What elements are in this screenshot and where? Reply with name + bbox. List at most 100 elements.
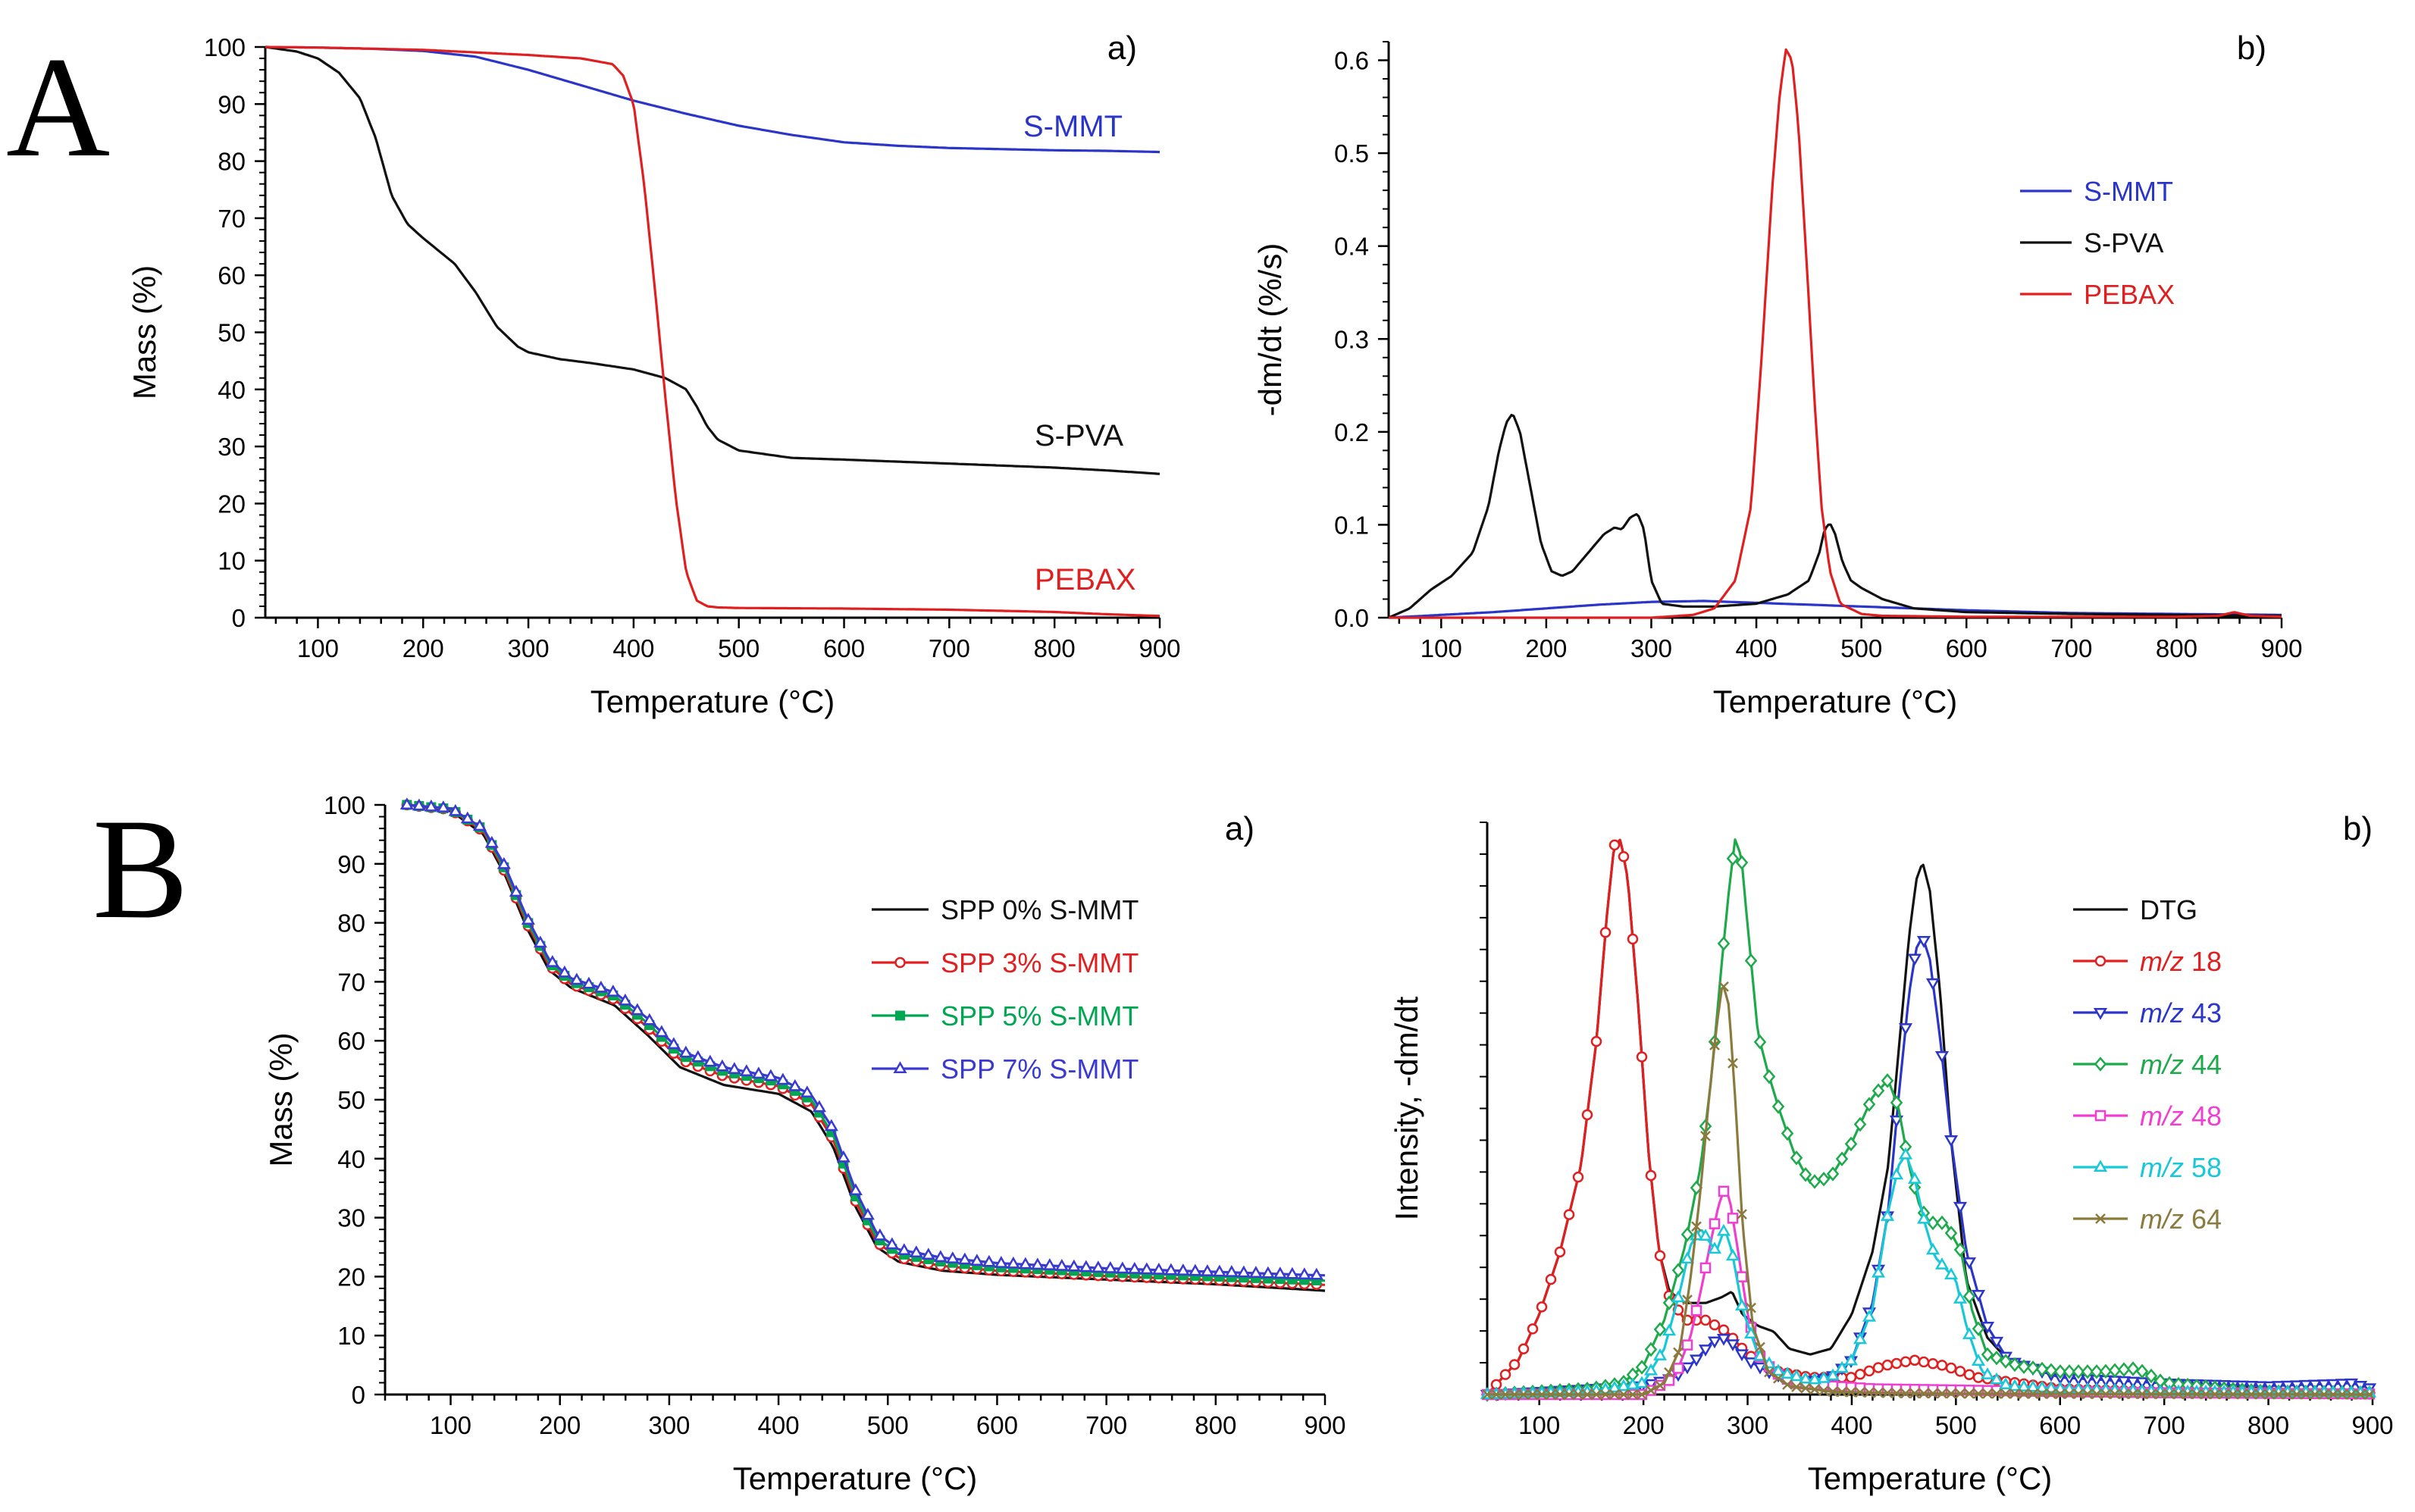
legend-marker: [894, 956, 906, 969]
series-line-s-pva: [1388, 414, 2282, 619]
data-point-m-z-18: [1845, 1372, 1857, 1383]
data-point-m-z-64: [2064, 1388, 2075, 1400]
data-point-m-z-58: [2016, 1379, 2031, 1391]
data-point-m-z-18: [1854, 1369, 1866, 1380]
data-point-m-z-64: [1882, 1388, 1893, 1398]
data-point-spp-7-s-mmt: [1151, 1263, 1166, 1275]
data-point-m-z-64: [1991, 1388, 2002, 1399]
data-point-spp-7-s-mmt: [860, 1207, 875, 1220]
data-point-m-z-18: [1636, 1051, 1648, 1063]
x-tick-label: 500: [718, 634, 760, 662]
data-point-m-z-58: [1971, 1354, 1986, 1366]
data-point-m-z-58: [1862, 1309, 1877, 1322]
series-group: [399, 797, 1326, 1292]
data-point-m-z-44: [2090, 1364, 2103, 1379]
data-point-m-z-48: [1681, 1339, 1693, 1351]
legend-marker: [2093, 1007, 2108, 1020]
series-markers-m-z-43: [1480, 936, 2377, 1402]
data-point-m-z-64: [2191, 1388, 2202, 1400]
data-point-m-z-64: [1946, 1388, 1956, 1399]
data-point-m-z-64: [2155, 1388, 2166, 1400]
data-point-m-z-58: [1925, 1242, 1940, 1255]
x-tick-label: 200: [402, 634, 444, 662]
data-point-m-z-43: [1898, 1023, 1913, 1035]
legend: SPP 0% S-MMT SPP 3% S-MMT SPP 5% S-MMT SPP …: [872, 894, 1139, 1085]
data-point-m-z-58: [1789, 1369, 1804, 1382]
chart-a-tga-mass: 100 200 300 400 500 600 700 800 900 0 10 20 30 40 50 60…: [127, 30, 1181, 719]
data-point-spp-7-s-mmt: [594, 980, 608, 993]
data-point-m-z-64: [1509, 1389, 1520, 1400]
data-point-m-z-64: [2019, 1388, 2029, 1399]
data-point-m-z-58: [1807, 1372, 1822, 1385]
data-point-spp-7-s-mmt: [1115, 1261, 1129, 1274]
data-point-m-z-64: [1818, 1385, 1829, 1396]
data-point-m-z-18: [1972, 1372, 1984, 1383]
data-point-m-z-58: [1880, 1209, 1895, 1221]
y-tick-label: 100: [204, 33, 246, 61]
data-point-m-z-64: [1691, 1221, 1702, 1232]
data-point-m-z-64: [2119, 1388, 2129, 1400]
data-point-m-z-43: [2335, 1379, 2350, 1391]
data-point-m-z-64: [2246, 1388, 2257, 1400]
data-point-m-z-64: [1782, 1379, 1793, 1390]
data-point-spp-7-s-mmt: [412, 798, 426, 811]
data-point-spp-7-s-mmt: [1030, 1257, 1045, 1270]
data-point-m-z-58: [1907, 1172, 1922, 1184]
data-point-m-z-64: [1764, 1366, 1774, 1378]
data-point-m-z-18: [1872, 1362, 1884, 1373]
data-point-m-z-64: [2200, 1388, 2211, 1400]
x-tick-label: 600: [1946, 634, 1987, 662]
legend-label: SPP 3% S-MMT: [941, 947, 1139, 978]
data-point-m-z-43: [1698, 1345, 1713, 1357]
data-point-m-z-64: [2255, 1388, 2266, 1400]
figure-label-a: A: [6, 28, 110, 187]
data-point-m-z-64: [1591, 1389, 1602, 1400]
data-point-spp-7-s-mmt: [1139, 1262, 1154, 1275]
data-point-m-z-43: [1725, 1339, 1740, 1351]
data-point-m-z-64: [1646, 1385, 1656, 1396]
data-point-m-z-44: [1680, 1227, 1694, 1242]
y-axis-ticks: 0 10 20 30 40 50 60 70 80 90 100: [204, 33, 265, 632]
data-point-m-z-58: [1634, 1376, 1649, 1388]
data-point-m-z-64: [1828, 1386, 1838, 1398]
data-point-m-z-18: [1518, 1343, 1530, 1355]
data-point-m-z-64: [1491, 1389, 1502, 1400]
data-point-m-z-58: [1998, 1377, 2013, 1390]
data-point-m-z-64: [2355, 1389, 2366, 1400]
legend-label: m/z 58: [2140, 1152, 2222, 1183]
series-line-m-z-44: [1486, 838, 2373, 1396]
data-point-m-z-64: [1746, 1302, 1756, 1313]
data-point-m-z-64: [1928, 1388, 1938, 1399]
data-point-spp-7-s-mmt: [945, 1251, 960, 1263]
data-point-spp-7-s-mmt: [715, 1059, 729, 1072]
data-point-m-z-58: [1944, 1267, 1959, 1280]
data-point-m-z-43: [1980, 1322, 1995, 1334]
data-point-m-z-64: [1846, 1386, 1856, 1398]
data-point-m-z-44: [2063, 1364, 2076, 1379]
x-axis-label: Temperature (°C): [733, 1460, 978, 1496]
data-point-m-z-43: [1707, 1336, 1722, 1349]
panel-label: a): [1107, 30, 1137, 67]
data-point-m-z-44: [2053, 1364, 2067, 1379]
data-point-m-z-18: [1599, 927, 1612, 938]
data-point-spp-7-s-mmt: [642, 1013, 656, 1025]
data-point-m-z-64: [2182, 1388, 2193, 1400]
data-point-m-z-64: [2219, 1388, 2229, 1400]
data-point-spp-7-s-mmt: [1127, 1262, 1142, 1274]
x-tick-label: 300: [1630, 634, 1672, 662]
data-point-m-z-48: [1709, 1218, 1721, 1229]
x-tick-label: 800: [1034, 634, 1076, 662]
y-tick-label: 50: [337, 1086, 365, 1114]
data-point-m-z-18: [1545, 1273, 1557, 1285]
data-point-m-z-58: [1671, 1290, 1686, 1303]
data-point-m-z-64: [2028, 1388, 2038, 1399]
data-point-m-z-48: [1690, 1304, 1702, 1316]
series-markers-spp-7-s-mmt: [399, 797, 1323, 1280]
data-point-m-z-18: [1954, 1366, 1966, 1377]
data-point-spp-7-s-mmt: [521, 913, 535, 925]
data-point-spp-7-s-mmt: [1091, 1260, 1105, 1273]
legend-marker: [895, 1010, 905, 1021]
data-point-spp-7-s-mmt: [703, 1054, 717, 1067]
data-point-m-z-44: [1635, 1360, 1649, 1375]
